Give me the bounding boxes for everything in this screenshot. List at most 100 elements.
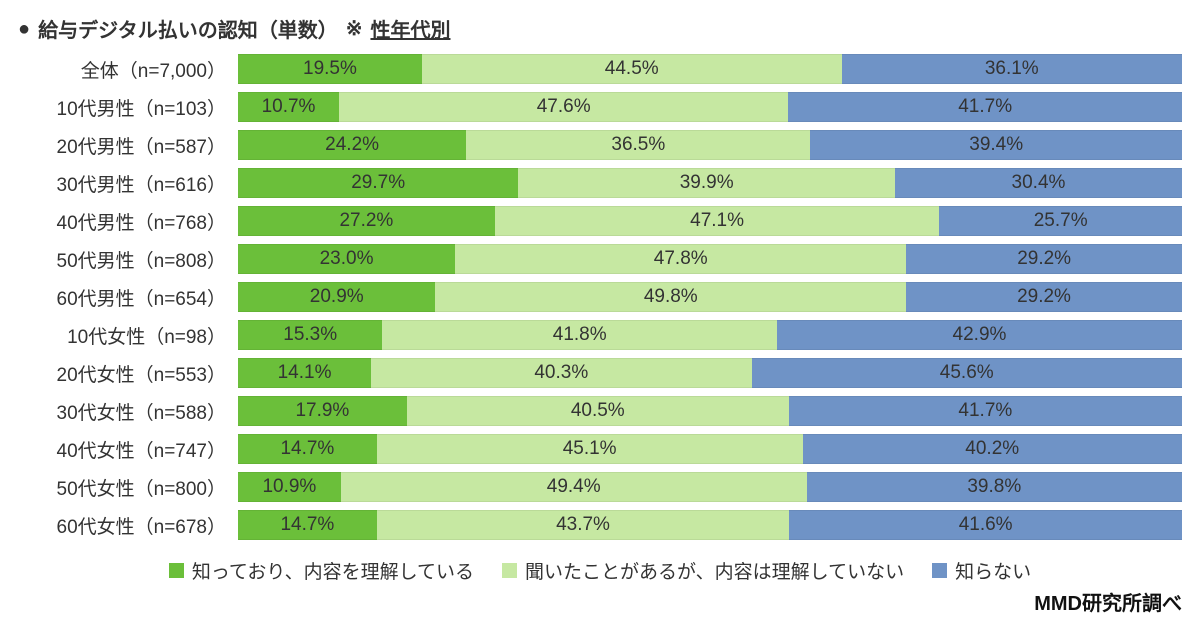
segment-value: 19.5%	[303, 58, 357, 80]
bar: 20.9%49.8%29.2%	[238, 282, 1182, 312]
bar: 27.2%47.1%25.7%	[238, 206, 1182, 236]
bar-segment-heard: 49.8%	[435, 282, 906, 312]
row-label: 60代男性（n=654）	[18, 284, 238, 311]
bar-segment-heard: 45.1%	[377, 434, 803, 464]
title-main: 給与デジタル払いの認知（単数）	[38, 14, 338, 43]
bar-segment-known: 17.9%	[238, 396, 407, 426]
segment-value: 14.7%	[280, 438, 334, 460]
bar-segment-unknown: 45.6%	[752, 358, 1182, 388]
bar-segment-unknown: 36.1%	[842, 54, 1182, 84]
segment-value: 40.2%	[965, 438, 1019, 460]
row-label: 40代女性（n=747）	[18, 436, 238, 463]
bar-segment-heard: 49.4%	[341, 472, 807, 502]
bar-segment-known: 14.7%	[238, 434, 377, 464]
bar-segment-unknown: 41.7%	[789, 396, 1182, 426]
bar-segment-heard: 44.5%	[422, 54, 842, 84]
segment-value: 47.1%	[690, 210, 744, 232]
chart-row: 40代男性（n=768）27.2%47.1%25.7%	[18, 203, 1182, 239]
row-label: 20代女性（n=553）	[18, 360, 238, 387]
bar-segment-known: 19.5%	[238, 54, 422, 84]
segment-value: 36.5%	[611, 134, 665, 156]
segment-value: 41.7%	[958, 400, 1012, 422]
bar-segment-known: 14.7%	[238, 510, 377, 540]
legend-swatch-icon	[932, 563, 947, 578]
legend-swatch-icon	[169, 563, 184, 578]
row-label: 10代男性（n=103）	[18, 94, 238, 121]
bar-segment-unknown: 41.7%	[788, 92, 1182, 122]
chart-row: 50代男性（n=808）23.0%47.8%29.2%	[18, 241, 1182, 277]
segment-value: 47.6%	[537, 96, 591, 118]
legend-item-known: 知っており、内容を理解している	[169, 557, 474, 584]
bar-segment-known: 10.9%	[238, 472, 341, 502]
bar: 24.2%36.5%39.4%	[238, 130, 1182, 160]
row-label: 50代女性（n=800）	[18, 474, 238, 501]
chart-row: 20代女性（n=553） 14.1% 40.3% 45.6%	[18, 355, 1182, 391]
segment-value: 14.1%	[278, 362, 332, 384]
segment-value: 43.7%	[556, 514, 610, 536]
bar: 10.9%49.4%39.8%	[238, 472, 1182, 502]
row-label: 20代男性（n=587）	[18, 132, 238, 159]
segment-value: 47.8%	[654, 248, 708, 270]
bar-segment-heard: 36.5%	[466, 130, 810, 160]
bar: 10.7% 47.6% 41.7%	[238, 92, 1182, 122]
chart-row: 30代男性（n=616） 29.7% 39.9%30.4%	[18, 165, 1182, 201]
bar-segment-heard: 39.9%	[518, 168, 895, 198]
bar-segment-unknown: 41.6%	[789, 510, 1182, 540]
bar-segment-unknown: 42.9%	[777, 320, 1182, 350]
bar-segment-known: 23.0%	[238, 244, 455, 274]
bar: 23.0% 47.8% 29.2%	[238, 244, 1182, 274]
bar: 14.7% 43.7% 41.6%	[238, 510, 1182, 540]
bar-segment-unknown: 29.2%	[906, 244, 1182, 274]
segment-value: 10.9%	[262, 476, 316, 498]
bar-segment-heard: 40.5%	[407, 396, 789, 426]
bar: 17.9% 40.5% 41.7%	[238, 396, 1182, 426]
row-label: 30代女性（n=588）	[18, 398, 238, 425]
row-label: 60代女性（n=678）	[18, 512, 238, 539]
bar-segment-unknown: 39.4%	[810, 130, 1182, 160]
bar-segment-heard: 40.3%	[371, 358, 751, 388]
title-bullet-icon: ●	[18, 19, 30, 39]
chart-row: 20代男性（n=587）24.2%36.5%39.4%	[18, 127, 1182, 163]
segment-value: 39.4%	[969, 134, 1023, 156]
row-label: 40代男性（n=768）	[18, 208, 238, 235]
legend-label: 知っており、内容を理解している	[192, 557, 474, 584]
bar-segment-known: 14.1%	[238, 358, 371, 388]
segment-value: 49.8%	[644, 286, 698, 308]
bar: 14.1% 40.3% 45.6%	[238, 358, 1182, 388]
bar-segment-known: 20.9%	[238, 282, 435, 312]
title-sub: 性年代別	[370, 14, 450, 43]
chart-row: 10代男性（n=103） 10.7% 47.6% 41.7%	[18, 89, 1182, 125]
segment-value: 17.9%	[295, 400, 349, 422]
segment-value: 45.1%	[563, 438, 617, 460]
chart-row: 40代女性（n=747） 14.7% 45.1% 40.2%	[18, 431, 1182, 467]
legend-item-heard: 聞いたことがあるが、内容は理解していない	[502, 557, 904, 584]
bar-segment-heard: 47.6%	[339, 92, 788, 122]
segment-value: 20.9%	[310, 286, 364, 308]
segment-value: 10.7%	[262, 96, 316, 118]
segment-value: 15.3%	[283, 324, 337, 346]
segment-value: 41.8%	[553, 324, 607, 346]
bar-segment-heard: 47.1%	[495, 206, 940, 236]
bar-segment-known: 10.7%	[238, 92, 339, 122]
source-credit: MMD研究所調べ	[1034, 587, 1182, 616]
legend-item-unknown: 知らない	[932, 557, 1031, 584]
row-label: 30代男性（n=616）	[18, 170, 238, 197]
chart-row: 30代女性（n=588） 17.9% 40.5% 41.7%	[18, 393, 1182, 429]
segment-value: 44.5%	[605, 58, 659, 80]
bar-segment-heard: 43.7%	[377, 510, 790, 540]
segment-value: 25.7%	[1034, 210, 1088, 232]
bar-segment-unknown: 30.4%	[895, 168, 1182, 198]
stacked-bar-chart: 全体（n=7,000）19.5%44.5%36.1%10代男性（n=103）10…	[18, 51, 1182, 543]
segment-value: 23.0%	[320, 248, 374, 270]
segment-value: 45.6%	[940, 362, 994, 384]
bar-segment-unknown: 25.7%	[939, 206, 1182, 236]
segment-value: 14.7%	[280, 514, 334, 536]
legend-swatch-icon	[502, 563, 517, 578]
chart-row: 全体（n=7,000）19.5%44.5%36.1%	[18, 51, 1182, 87]
legend-label: 聞いたことがあるが、内容は理解していない	[525, 557, 904, 584]
bar: 19.5% 44.5% 36.1%	[238, 54, 1182, 84]
segment-value: 29.7%	[351, 172, 405, 194]
row-label: 10代女性（n=98）	[18, 322, 238, 349]
bar-segment-known: 15.3%	[238, 320, 382, 350]
segment-value: 29.2%	[1017, 248, 1071, 270]
